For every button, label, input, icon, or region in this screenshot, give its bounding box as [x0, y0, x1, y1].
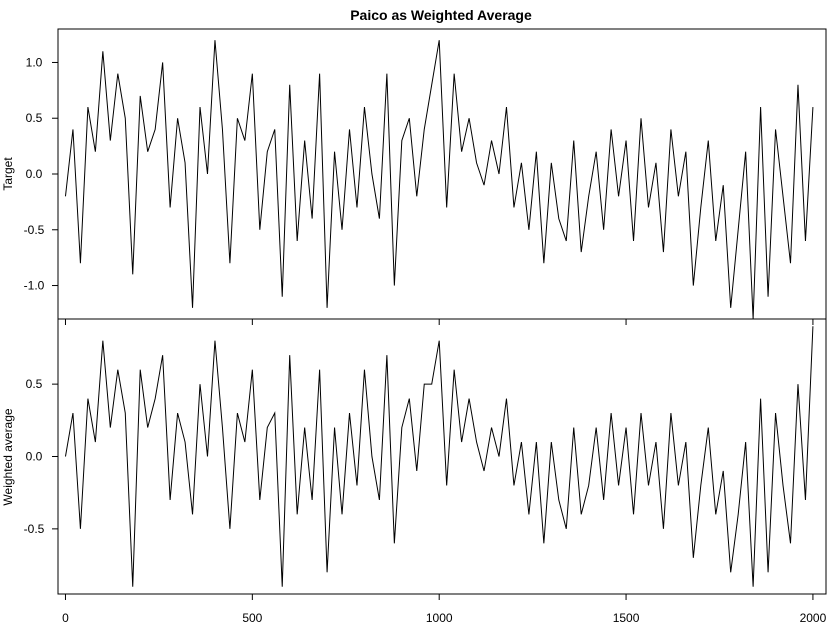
x-tick-label: 1500 [613, 611, 640, 625]
weighted-average-y-tick-label: 0.5 [26, 377, 43, 391]
chart-title: Paico as Weighted Average [350, 7, 532, 23]
weighted-average-series-line [64, 326, 814, 587]
target-y-tick-label: -0.5 [24, 223, 45, 237]
target-series-line [64, 40, 814, 320]
target-y-axis-label: Target [1, 157, 15, 191]
weighted-average-y-tick-label: -0.5 [24, 522, 45, 536]
target-y-axis: -1.0 -0.5 0.0 0.5 1.0 [24, 55, 58, 293]
x-tick-label: 0 [62, 611, 69, 625]
weighted-average-y-axis: -0.5 0.0 0.5 [24, 377, 58, 536]
weighted-average-y-tick-label: 0.0 [26, 450, 43, 464]
weighted-average-y-axis-label: Weighted average [1, 408, 15, 506]
target-y-tick-label: 0.5 [26, 111, 43, 125]
target-y-tick-label: -1.0 [24, 279, 45, 293]
weighted-average-panel: -0.5 0.0 0.5 0 500 1000 1500 2000 Weighted ave… [1, 318, 827, 625]
target-y-tick-label: 0.0 [26, 167, 43, 181]
target-panel: -1.0 -0.5 0.0 0.5 1.0 Target [1, 28, 827, 320]
x-tick-label: 1000 [426, 611, 453, 625]
target-y-tick-label: 1.0 [26, 55, 43, 69]
x-tick-label: 500 [242, 611, 262, 625]
x-axis: 0 500 1000 1500 2000 [62, 319, 827, 625]
x-tick-label: 2000 [800, 611, 827, 625]
